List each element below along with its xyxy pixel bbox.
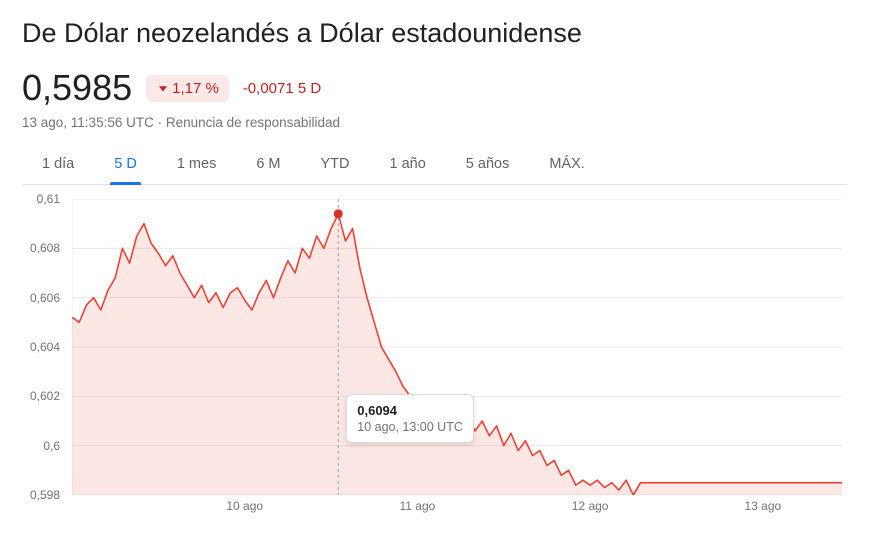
- rate-value: 0,5985: [22, 67, 132, 109]
- y-tick-label: 0,598: [30, 488, 60, 502]
- chart-container: 0,5980,60,6020,6040,6060,6080,61 10 ago1…: [22, 199, 842, 519]
- x-tick-label: 13 ago: [744, 499, 781, 513]
- timestamp-row: 13 ago, 11:35:56 UTC · Renuncia de respo…: [22, 115, 847, 130]
- x-tick-label: 12 ago: [572, 499, 609, 513]
- y-tick-label: 0,606: [30, 291, 60, 305]
- y-tick-label: 0,602: [30, 389, 60, 403]
- y-tick-label: 0,604: [30, 340, 60, 354]
- tab-m-x-[interactable]: MÁX.: [529, 146, 604, 184]
- tab-5-d[interactable]: 5 D: [94, 146, 157, 184]
- page-title: De Dólar neozelandés a Dólar estadounide…: [22, 18, 847, 49]
- disclaimer-link[interactable]: Renuncia de responsabilidad: [166, 115, 340, 130]
- y-tick-label: 0,6: [43, 439, 60, 453]
- tab-1-a-o[interactable]: 1 año: [370, 146, 446, 184]
- chart-plot[interactable]: [72, 199, 842, 495]
- y-tick-label: 0,61: [37, 192, 60, 206]
- tab-ytd[interactable]: YTD: [301, 146, 370, 184]
- arrow-down-icon: [156, 81, 170, 95]
- tab-1-mes[interactable]: 1 mes: [157, 146, 237, 184]
- rate-row: 0,5985 1,17 % -0,0071 5 D: [22, 67, 847, 109]
- change-percent: 1,17 %: [172, 80, 219, 97]
- x-tick-label: 10 ago: [226, 499, 263, 513]
- change-badge: 1,17 %: [146, 75, 229, 102]
- timestamp: 13 ago, 11:35:56 UTC: [22, 115, 154, 130]
- x-axis-labels: 10 ago 11 ago 12 ago 13 ago: [72, 499, 842, 519]
- x-tick-label: 11 ago: [400, 499, 436, 513]
- tab-5-a-os[interactable]: 5 años: [446, 146, 530, 184]
- change-absolute: -0,0071 5 D: [243, 80, 321, 97]
- tab-6-m[interactable]: 6 M: [236, 146, 300, 184]
- y-axis-labels: 0,5980,60,6020,6040,6060,6080,61: [22, 199, 66, 519]
- tab-1-d-a[interactable]: 1 día: [22, 146, 94, 184]
- time-range-tabs: 1 día5 D1 mes6 MYTD1 año5 añosMÁX.: [22, 146, 847, 185]
- y-tick-label: 0,608: [30, 241, 60, 255]
